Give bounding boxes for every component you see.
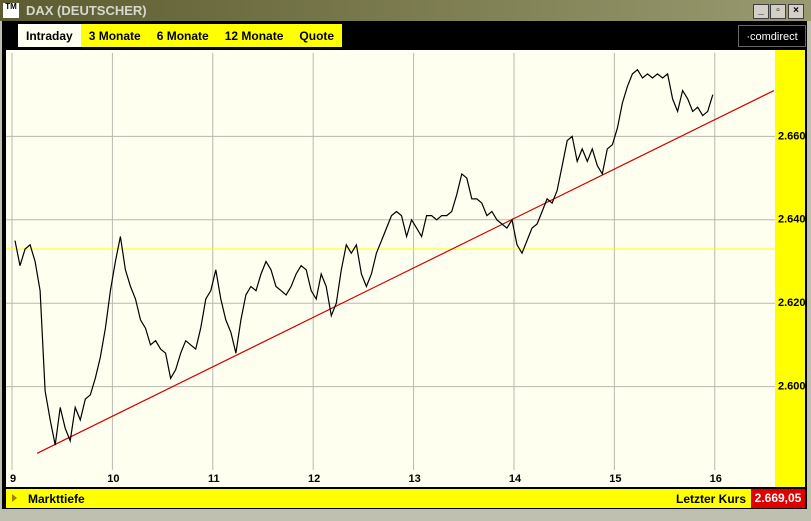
y-tick-label: 2.640	[778, 214, 806, 226]
y-axis-band	[775, 50, 805, 487]
trend-line	[36, 89, 775, 454]
market-depth[interactable]: Markttiefe	[28, 492, 85, 506]
tab[interactable]: 12 Monate	[224, 29, 284, 43]
footer: Markttiefe Letzter Kurs 2.669,05	[6, 489, 805, 508]
x-tick-label: 9	[10, 473, 16, 485]
plot-background	[6, 50, 777, 487]
x-tick-label: 11	[208, 473, 220, 485]
x-tick-label: 12	[308, 473, 320, 485]
x-tick-label: 13	[408, 473, 420, 485]
restore-button[interactable]: ▫	[770, 4, 786, 19]
app-icon: TM	[3, 3, 19, 18]
x-tick-label: 15	[609, 473, 621, 485]
minimize-button[interactable]: _	[753, 4, 769, 19]
x-tick-label: 10	[107, 473, 119, 485]
expand-arrow[interactable]	[12, 494, 17, 502]
tab[interactable]: 3 Monate	[88, 29, 141, 43]
y-tick-label: 2.600	[778, 381, 806, 393]
y-tick-label: 2.620	[778, 297, 806, 309]
tab[interactable]: Quote	[299, 29, 335, 43]
brand-logo: ·comdirect	[738, 25, 806, 47]
y-tick-label: 2.660	[778, 130, 806, 142]
tab[interactable]: 6 Monate	[156, 29, 209, 43]
x-tick-label: 16	[710, 473, 722, 485]
last-price-value: 2.669,05	[751, 489, 805, 508]
price-line	[14, 68, 714, 446]
tab[interactable]: Intraday	[18, 24, 81, 47]
close-button[interactable]: ×	[788, 4, 804, 19]
tab-bar: Intraday 3 Monate 6 Monate 12 Monate Quote	[18, 24, 343, 47]
title-bar: TM DAX (DEUTSCHER) _ ▫ ×	[0, 0, 811, 21]
window-title: DAX (DEUTSCHER)	[26, 3, 147, 18]
last-price-label: Letzter Kurs	[676, 492, 747, 506]
x-tick-label: 14	[509, 473, 522, 485]
